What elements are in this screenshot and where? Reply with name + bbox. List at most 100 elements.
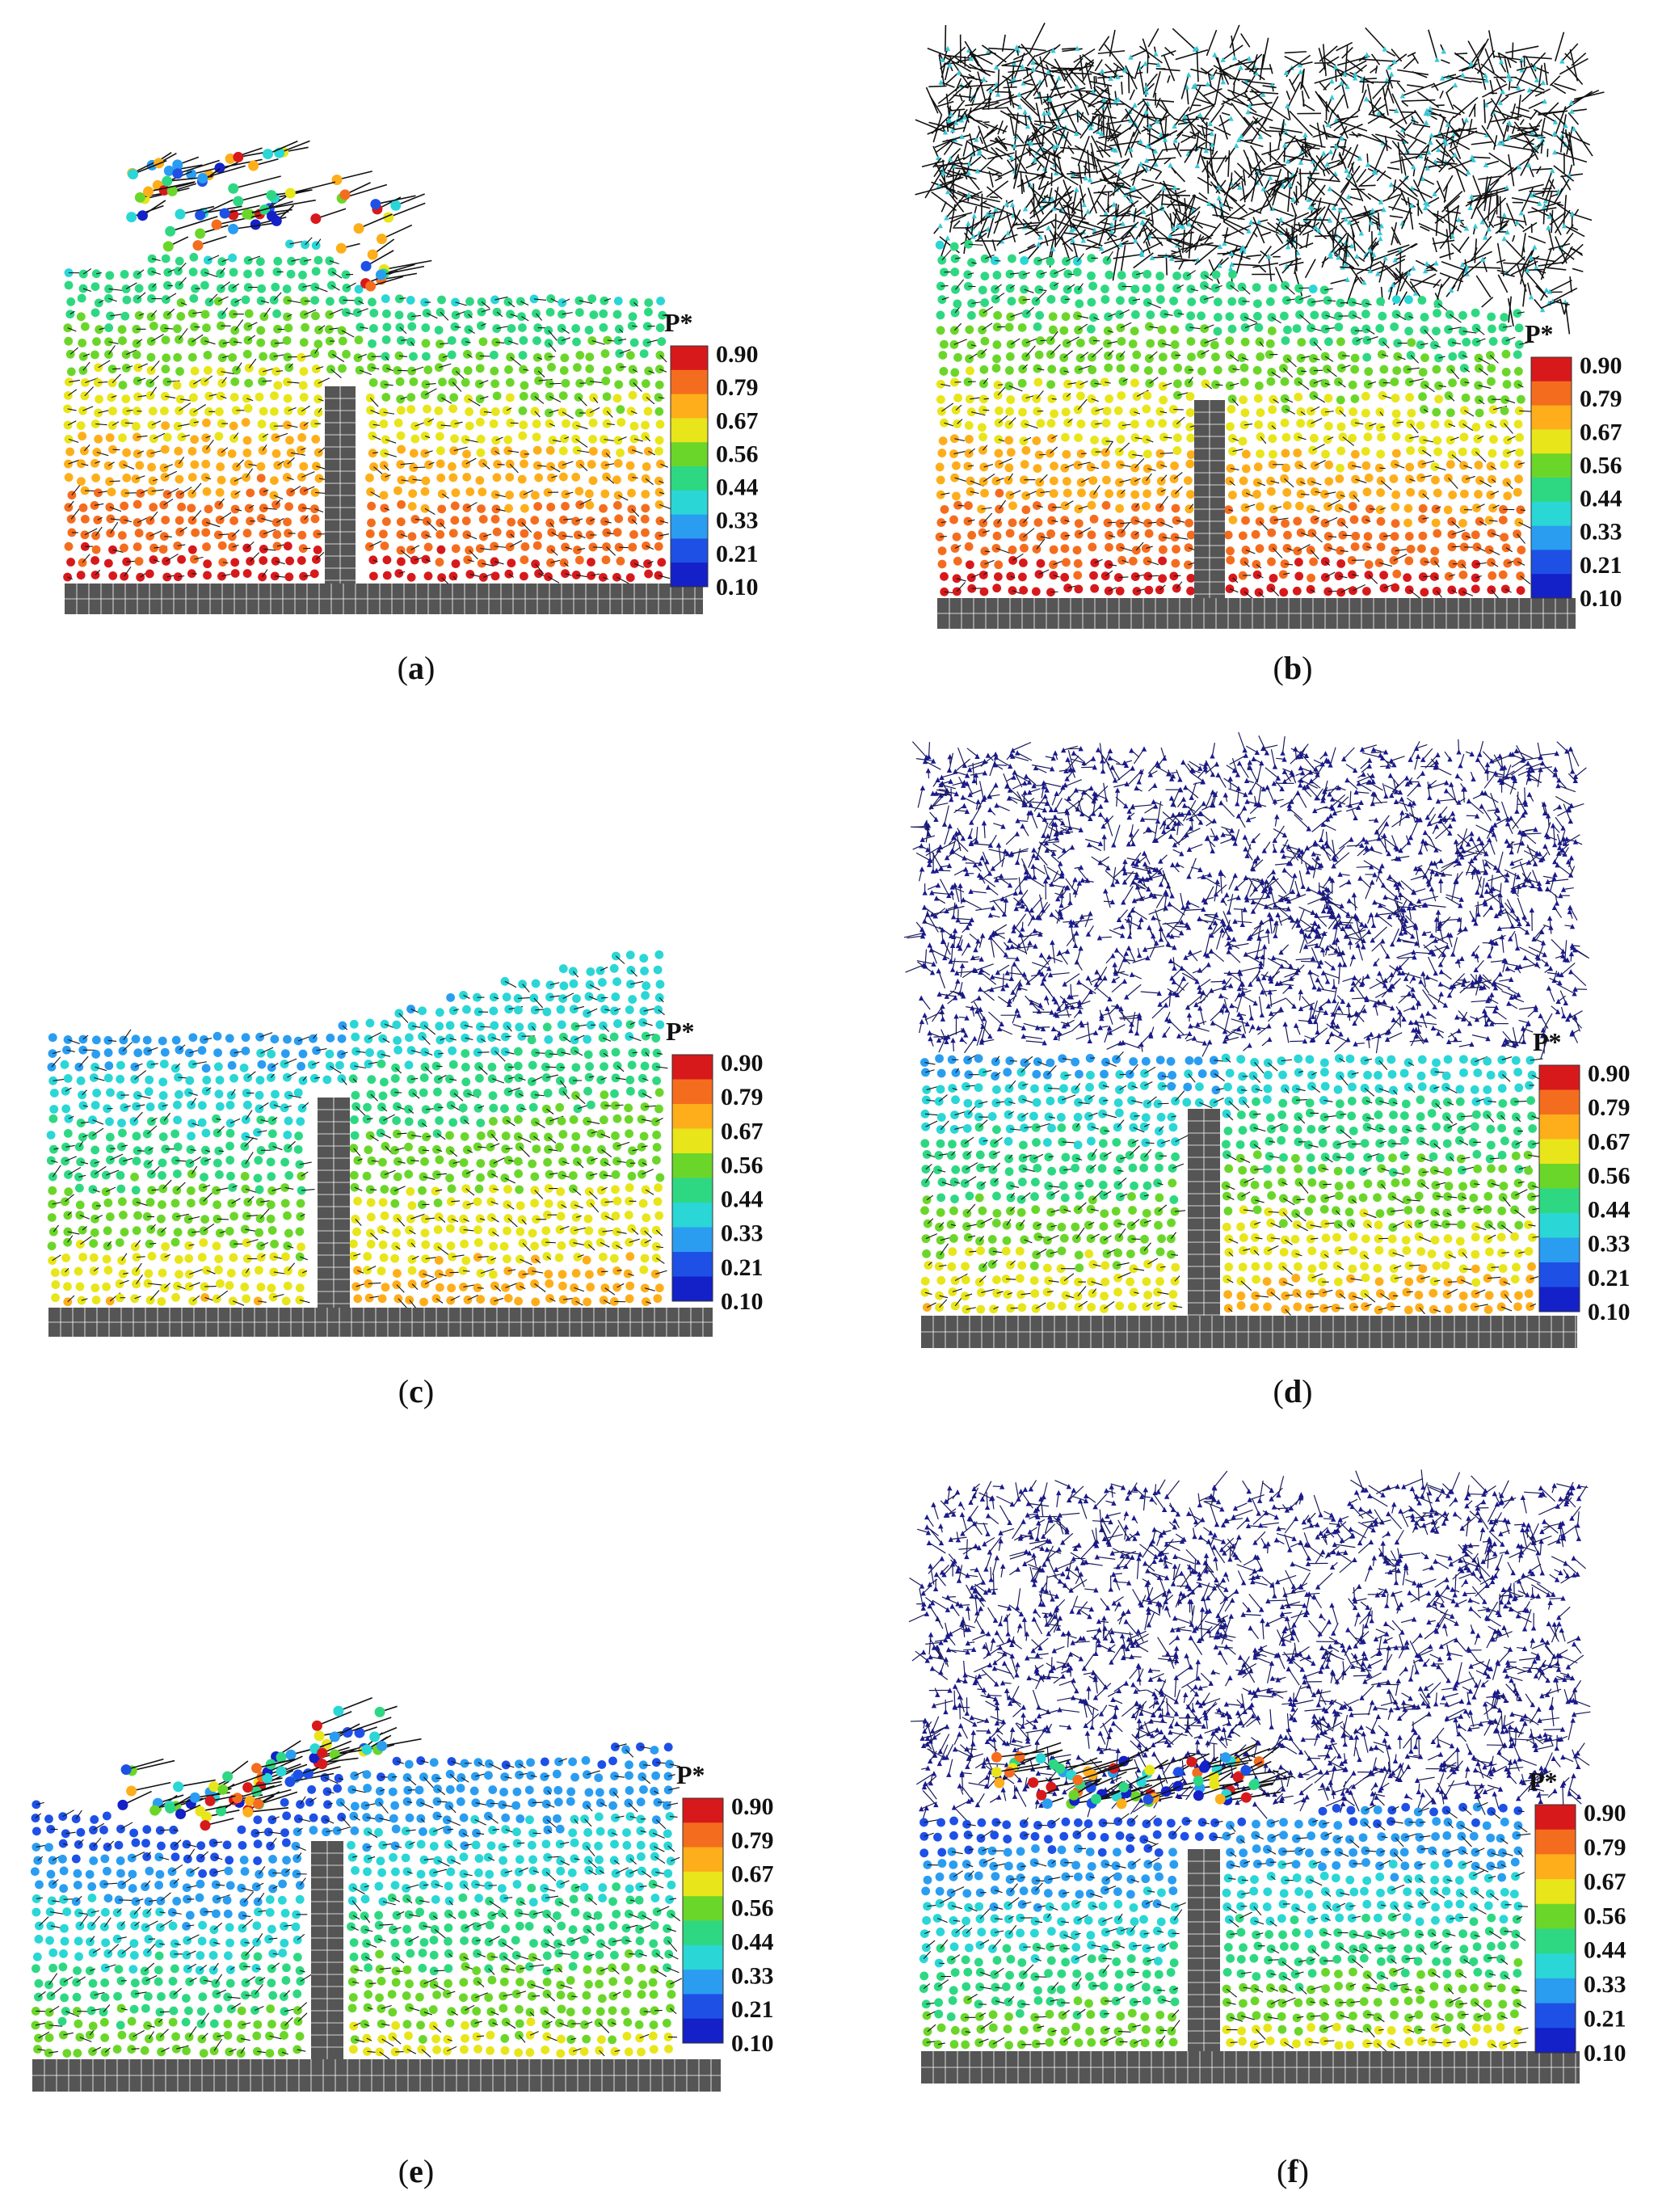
colorbar-segment <box>671 514 708 539</box>
colorbar-tick-label: 0.79 <box>731 1827 774 1854</box>
colorbar-tick-label: 0.79 <box>716 374 759 401</box>
baffle-wall <box>1188 1109 1220 1316</box>
colorbar-tick-label: 0.33 <box>731 1962 774 1989</box>
colorbar-tick-label: 0.56 <box>1584 1902 1626 1929</box>
colorbar-title: P* <box>1533 1027 1562 1056</box>
panels-layer: P* 0.90 0.79 0.67 0.56 0.44 0.33 0.21 0.10 (a) P* 0… <box>30 23 1631 2189</box>
liquid-particles <box>46 950 668 1311</box>
colorbar-tick-label: 0.90 <box>731 1793 774 1820</box>
colorbar-tick-label: 0.21 <box>721 1254 764 1281</box>
colorbar-segment <box>1531 381 1572 407</box>
colorbar-tick-label: 0.33 <box>1588 1231 1631 1258</box>
liquid-particles <box>919 1051 1546 1316</box>
colorbar: P* 0.90 0.79 0.67 0.56 0.44 0.33 0.21 0.10 <box>1529 1767 1626 2067</box>
colorbar-segment <box>672 1153 713 1178</box>
colorbar-segment <box>672 1252 713 1277</box>
splash-particles <box>126 140 432 292</box>
colorbar-tick-label: 0.90 <box>1580 352 1622 379</box>
colorbar-tick-label: 0.67 <box>1584 1869 1626 1895</box>
tank-floor <box>921 1316 1577 1348</box>
colorbar-tick-label: 0.56 <box>1580 452 1622 478</box>
colorbar-segment <box>683 1920 723 1946</box>
panel-c: P* 0.90 0.79 0.67 0.56 0.44 0.33 0.21 0.10 (c) <box>46 950 764 1409</box>
colorbar-title: P* <box>666 1017 695 1046</box>
colorbar-segment <box>672 1178 713 1203</box>
colorbar-tick-label: 0.10 <box>1588 1299 1631 1325</box>
baffle-wall <box>325 386 356 584</box>
splash-particles <box>117 1697 422 1831</box>
baffle-wall <box>1188 1849 1220 2051</box>
colorbar-segment <box>683 1970 723 1995</box>
colorbar-segment <box>671 442 708 467</box>
colorbar-segment <box>672 1128 713 1154</box>
colorbar-segment <box>671 466 708 491</box>
colorbar-tick-label: 0.10 <box>731 2030 774 2057</box>
tank-floor <box>921 2051 1580 2083</box>
colorbar-segment <box>683 1847 723 1873</box>
colorbar-segment <box>1531 525 1572 550</box>
colorbar-tick-label: 0.79 <box>1580 386 1622 412</box>
panel-caption: (f) <box>1277 2153 1309 2189</box>
colorbar-segment <box>1539 1287 1580 1312</box>
colorbar-tick-label: 0.90 <box>1584 1800 1626 1826</box>
colorbar-segment <box>1535 2028 1576 2054</box>
colorbar-tick-label: 0.10 <box>1580 585 1622 612</box>
tank-floor <box>65 584 703 614</box>
colorbar-segment <box>672 1055 713 1080</box>
colorbar-segment <box>683 1822 723 1848</box>
colorbar-segment <box>683 2018 723 2044</box>
tank-floor <box>32 2059 721 2092</box>
colorbar-tick-label: 0.33 <box>716 508 759 534</box>
colorbar-segment <box>672 1276 713 1302</box>
colorbar-segment <box>683 1871 723 1897</box>
colorbar-tick-label: 0.90 <box>1588 1060 1631 1087</box>
colorbar-segment <box>1535 1928 1576 1954</box>
colorbar-segment <box>1531 501 1572 527</box>
colorbar-segment <box>671 490 708 516</box>
colorbar-segment <box>1535 1953 1576 1979</box>
colorbar-segment <box>1531 478 1572 503</box>
colorbar: P* 0.90 0.79 0.67 0.56 0.44 0.33 0.21 0.10 <box>664 308 759 600</box>
colorbar-tick-label: 0.44 <box>716 474 759 501</box>
colorbar-tick-label: 0.44 <box>731 1928 774 1955</box>
colorbar-tick-label: 0.90 <box>721 1050 764 1077</box>
colorbar-tick-label: 0.33 <box>1580 519 1622 546</box>
colorbar-tick-label: 0.33 <box>721 1220 764 1247</box>
colorbar-title: P* <box>676 1760 705 1789</box>
colorbar-segment <box>1535 2003 1576 2029</box>
colorbar-segment <box>683 1994 723 2020</box>
vapor-region <box>915 23 1605 335</box>
colorbar-tick-label: 0.44 <box>1588 1197 1631 1224</box>
colorbar-segment <box>671 394 708 419</box>
colorbar-tick-label: 0.67 <box>721 1118 764 1144</box>
colorbar-tick-label: 0.67 <box>731 1861 774 1888</box>
colorbar-segment <box>1535 1978 1576 2004</box>
colorbar-tick-label: 0.21 <box>731 1996 774 2023</box>
colorbar-segment <box>1531 453 1572 478</box>
colorbar-segment <box>1531 405 1572 430</box>
colorbar-tick-label: 0.21 <box>1588 1265 1631 1291</box>
colorbar-segment <box>672 1203 713 1228</box>
colorbar-tick-label: 0.56 <box>721 1152 764 1178</box>
colorbar-tick-label: 0.79 <box>721 1084 764 1110</box>
liquid-particles <box>919 1801 1531 2054</box>
baffle-wall <box>318 1098 350 1308</box>
colorbar-segment <box>683 1798 723 1823</box>
colorbar-tick-label: 0.44 <box>1580 486 1622 512</box>
tank-floor <box>48 1308 713 1337</box>
colorbar-tick-label: 0.56 <box>731 1895 774 1922</box>
colorbar-segment <box>671 538 708 563</box>
colorbar-segment <box>1539 1139 1580 1165</box>
colorbar-segment <box>672 1079 713 1105</box>
colorbar-segment <box>671 418 708 443</box>
colorbar-segment <box>672 1104 713 1129</box>
panel-e: P* 0.90 0.79 0.67 0.56 0.44 0.33 0.21 0.10 (e) <box>30 1697 774 2189</box>
panel-a: P* 0.90 0.79 0.67 0.56 0.44 0.33 0.21 0.10 (a) <box>63 140 759 686</box>
colorbar-segment <box>1535 1829 1576 1855</box>
colorbar-segment <box>1539 1114 1580 1140</box>
colorbar-segment <box>683 1944 723 1970</box>
colorbar-tick-label: 0.10 <box>1584 2040 1626 2067</box>
panel-f: P* 0.90 0.79 0.67 0.56 0.44 0.33 0.21 0.10 (f) <box>908 1469 1626 2189</box>
colorbar-tick-label: 0.44 <box>1584 1937 1626 1964</box>
colorbar-segment <box>1531 574 1572 599</box>
